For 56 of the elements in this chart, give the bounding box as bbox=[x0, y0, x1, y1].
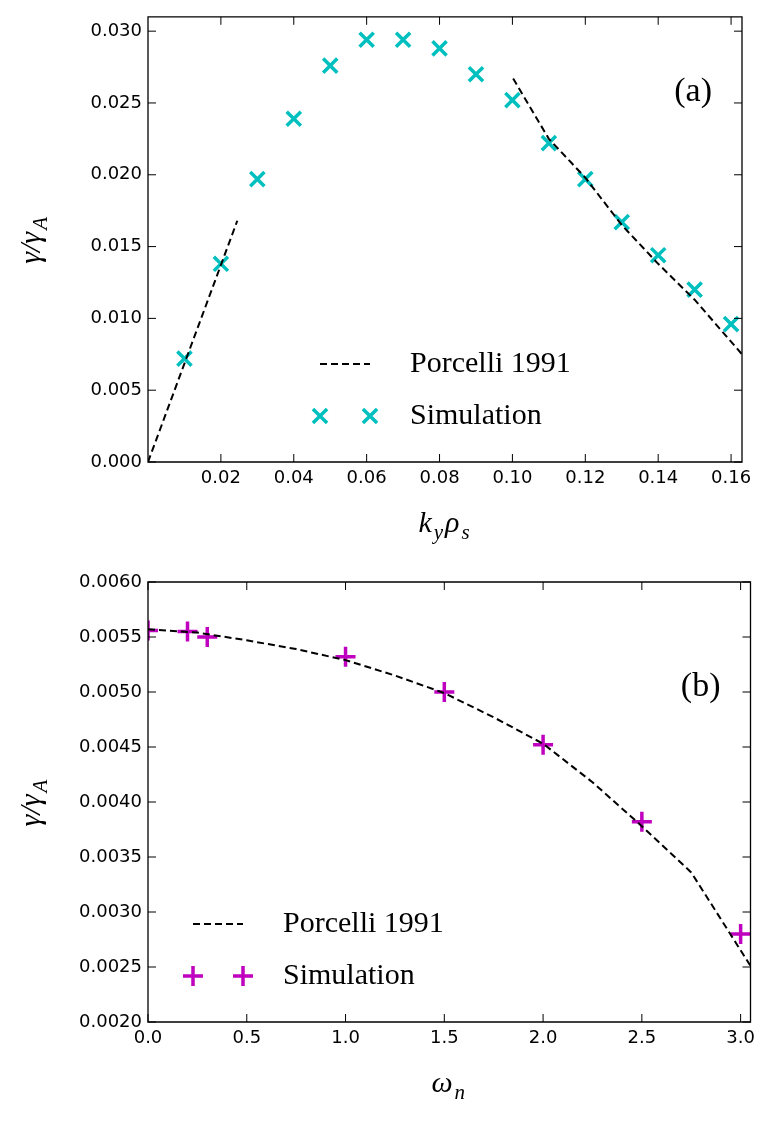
x-tick-label: 0.04 bbox=[273, 466, 314, 488]
x-tick-label: 0.5 bbox=[232, 1026, 262, 1048]
point bbox=[540, 134, 558, 152]
point bbox=[467, 65, 485, 84]
point bbox=[649, 246, 668, 265]
point bbox=[612, 213, 631, 231]
y-tick-label: 0.025 bbox=[90, 90, 142, 112]
point bbox=[357, 30, 376, 49]
point bbox=[394, 30, 412, 49]
legend-label: Simulation bbox=[410, 396, 542, 430]
x-tick-label: 1.0 bbox=[331, 1026, 360, 1048]
point bbox=[630, 810, 654, 834]
point bbox=[503, 91, 522, 109]
x-tick-label: 0.16 bbox=[711, 466, 752, 488]
y-tick-label: 0.010 bbox=[90, 306, 142, 328]
y-tick-label: 0.0050 bbox=[79, 679, 142, 701]
y-tick-label: 0.0025 bbox=[79, 954, 142, 976]
point bbox=[728, 922, 751, 946]
y-tick-label: 0.020 bbox=[90, 162, 142, 184]
legend-label: Porcelli 1991 bbox=[283, 904, 444, 938]
point bbox=[321, 56, 340, 75]
legend-label: Porcelli 1991 bbox=[410, 344, 571, 378]
y-tick-label: 0.015 bbox=[90, 234, 142, 256]
x-tick-label: 0.06 bbox=[346, 466, 387, 488]
x-tick-label: 0.08 bbox=[419, 466, 460, 488]
point bbox=[284, 109, 303, 128]
y-tick-label: 0.0040 bbox=[79, 789, 142, 811]
y-tick-label: 0.030 bbox=[90, 18, 142, 40]
annotation: (b) bbox=[680, 665, 721, 704]
point bbox=[531, 733, 555, 757]
annotation: (a) bbox=[674, 70, 712, 109]
point bbox=[722, 315, 740, 333]
y-axis-title: γ/γA bbox=[12, 779, 52, 827]
point bbox=[432, 680, 457, 704]
point bbox=[333, 645, 358, 669]
legend-label: Simulation bbox=[283, 956, 415, 990]
y-tick-label: 0.000 bbox=[90, 449, 142, 471]
x-tick-label: 2.0 bbox=[528, 1026, 558, 1048]
x-tick-label: 2.5 bbox=[627, 1026, 657, 1048]
y-axis-title: γ/γA bbox=[12, 216, 52, 264]
y-tick-label: 0.0035 bbox=[79, 844, 142, 866]
point bbox=[175, 349, 194, 368]
point bbox=[430, 39, 449, 58]
x-tick-label: 0.14 bbox=[638, 466, 679, 488]
x-tick-label: 0.10 bbox=[492, 466, 533, 488]
x-tick-label: 0.12 bbox=[565, 466, 606, 488]
y-tick-label: 0.0030 bbox=[79, 899, 142, 921]
y-tick-label: 0.0055 bbox=[79, 624, 142, 646]
y-tick-label: 0.0060 bbox=[79, 569, 142, 591]
point bbox=[248, 170, 267, 188]
y-tick-label: 0.0045 bbox=[79, 734, 142, 756]
x-tick-label: 0.02 bbox=[200, 466, 241, 488]
point bbox=[685, 280, 704, 299]
y-tick-label: 0.005 bbox=[90, 377, 142, 399]
x-tick-label: 3.0 bbox=[726, 1026, 755, 1048]
x-tick-label: 1.5 bbox=[429, 1026, 459, 1048]
